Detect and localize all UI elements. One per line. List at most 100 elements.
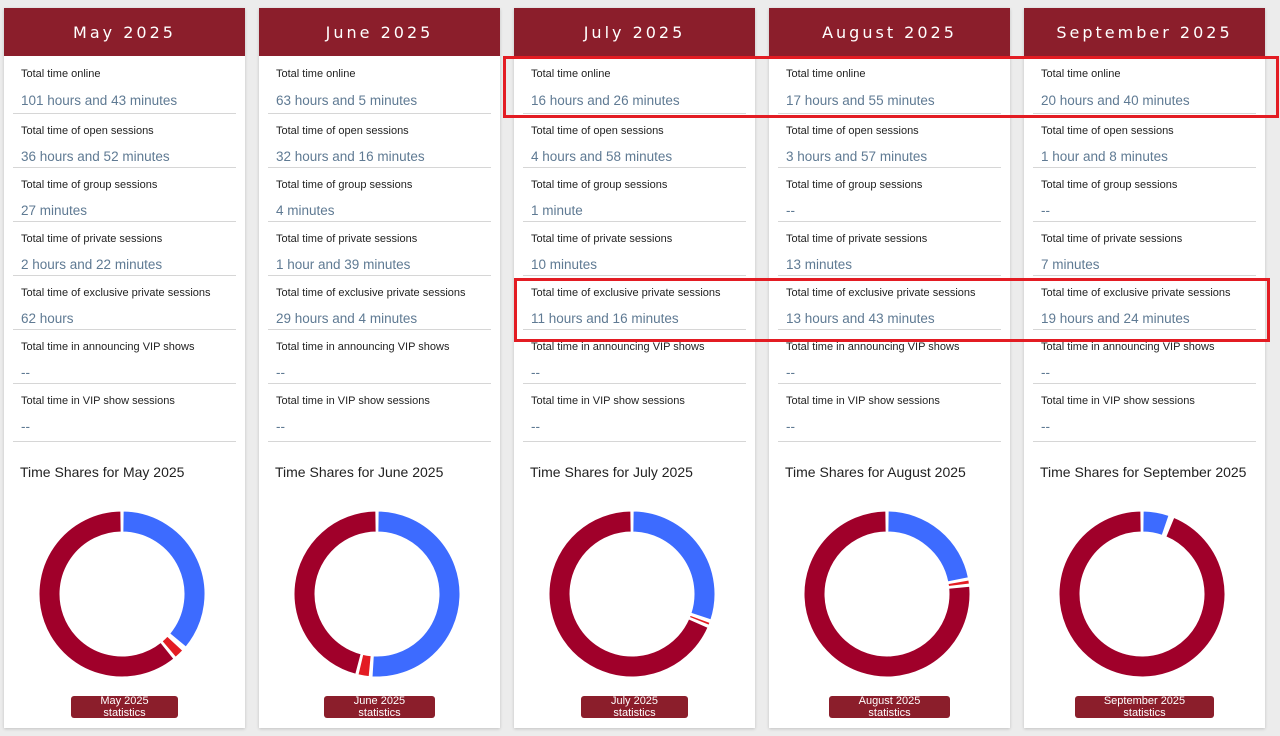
donut-slice-open-sessions[interactable] xyxy=(122,510,206,648)
stat-value: -- xyxy=(276,419,285,434)
donut-slice-exclusive-private-sessions[interactable] xyxy=(803,510,971,678)
donut-slice-exclusive-private-sessions[interactable] xyxy=(548,510,709,678)
time-shares-donut-chart xyxy=(38,510,206,678)
stat-row-open: Total time of open sessions 32 hours and … xyxy=(268,114,491,168)
stat-value: -- xyxy=(276,365,285,380)
stats-list: Total time online 101 hours and 43 minute… xyxy=(13,56,236,442)
stat-value: 101 hours and 43 minutes xyxy=(21,93,178,108)
month-statistics-button[interactable]: August 2025 statistics xyxy=(829,695,950,719)
donut-slice-private-sessions[interactable] xyxy=(357,653,372,678)
stat-label: Total time of group sessions xyxy=(786,179,923,191)
month-card: June 2025 Total time online 63 hours and 5… xyxy=(259,8,500,728)
donut-slice-exclusive-private-sessions[interactable] xyxy=(1058,510,1226,678)
stat-label: Total time online xyxy=(276,68,356,80)
donut-slice-open-sessions[interactable] xyxy=(1142,510,1170,536)
chart-title: Time Shares for July 2025 xyxy=(530,464,693,480)
stat-value: -- xyxy=(1041,365,1050,380)
month-statistics-button[interactable]: May 2025 statistics xyxy=(71,695,178,719)
stat-label: Total time of open sessions xyxy=(786,125,919,137)
time-shares-donut-chart xyxy=(803,510,971,678)
stat-label: Total time online xyxy=(1041,68,1121,80)
month-card: August 2025 Total time online 17 hours and… xyxy=(769,8,1010,728)
donut-slice-exclusive-private-sessions[interactable] xyxy=(293,510,377,675)
donut-slice-exclusive-private-sessions[interactable] xyxy=(38,510,175,678)
stat-label: Total time in VIP show sessions xyxy=(1041,395,1195,407)
stat-value: 2 hours and 22 minutes xyxy=(21,257,163,272)
stat-label: Total time of private sessions xyxy=(21,233,163,245)
stat-row-group: Total time of group sessions 4 minutes xyxy=(268,168,491,222)
stat-value: 1 minute xyxy=(531,203,583,218)
month-statistics-button[interactable]: June 2025 statistics xyxy=(324,695,435,719)
stat-label: Total time online xyxy=(21,68,101,80)
stat-value: 10 minutes xyxy=(531,257,598,272)
stat-row-group: Total time of group sessions -- xyxy=(1033,168,1256,222)
stat-value: 1 hour and 39 minutes xyxy=(276,257,411,272)
stat-row-total-online: Total time online 63 hours and 5 minutes xyxy=(268,56,491,114)
month-header: July 2025 xyxy=(514,8,755,56)
stat-value: 13 hours and 43 minutes xyxy=(786,311,935,326)
donut-slice-private-sessions[interactable] xyxy=(1163,515,1173,537)
stat-value: 27 minutes xyxy=(21,203,88,218)
month-card: July 2025 Total time online 16 hours and 2… xyxy=(514,8,755,728)
stat-label: Total time of private sessions xyxy=(276,233,418,245)
stat-label: Total time of private sessions xyxy=(531,233,673,245)
stat-label: Total time of exclusive private sessions xyxy=(276,287,466,299)
month-statistics-button[interactable]: September 2025 statistics xyxy=(1075,695,1214,719)
stat-row-announcing-vip: Total time in announcing VIP shows -- xyxy=(778,330,1001,384)
time-shares-donut-chart xyxy=(548,510,716,678)
stat-row-total-online: Total time online 101 hours and 43 minute… xyxy=(13,56,236,114)
stat-value: -- xyxy=(786,365,795,380)
stat-label: Total time of private sessions xyxy=(1041,233,1183,245)
stat-row-private: Total time of private sessions 10 minutes xyxy=(523,222,746,276)
donut-slice-group-sessions[interactable] xyxy=(168,634,185,650)
stat-row-vip-show: Total time in VIP show sessions -- xyxy=(1033,384,1256,442)
stat-label: Total time of open sessions xyxy=(531,125,664,137)
donut-slice-private-sessions[interactable] xyxy=(688,614,711,626)
stat-row-exclusive: Total time of exclusive private sessions… xyxy=(523,276,746,330)
stats-list: Total time online 20 hours and 40 minutes… xyxy=(1033,56,1256,442)
stat-label: Total time in announcing VIP shows xyxy=(531,341,705,353)
stat-row-group: Total time of group sessions -- xyxy=(778,168,1001,222)
stat-row-exclusive: Total time of exclusive private sessions… xyxy=(268,276,491,330)
stat-label: Total time in VIP show sessions xyxy=(21,395,175,407)
stat-label: Total time of exclusive private sessions xyxy=(1041,287,1231,299)
stat-row-open: Total time of open sessions 36 hours and … xyxy=(13,114,236,168)
time-shares-donut-chart xyxy=(1058,510,1226,678)
stat-row-private: Total time of private sessions 2 hours an… xyxy=(13,222,236,276)
stat-row-private: Total time of private sessions 13 minutes xyxy=(778,222,1001,276)
stat-label: Total time of group sessions xyxy=(276,179,413,191)
stats-list: Total time online 63 hours and 5 minutes T… xyxy=(268,56,491,442)
stat-label: Total time of exclusive private sessions xyxy=(531,287,721,299)
stat-row-open: Total time of open sessions 1 hour and 8 … xyxy=(1033,114,1256,168)
stat-label: Total time of open sessions xyxy=(1041,125,1174,137)
stat-value: 29 hours and 4 minutes xyxy=(276,311,418,326)
stat-row-private: Total time of private sessions 1 hour and… xyxy=(268,222,491,276)
stat-row-exclusive: Total time of exclusive private sessions… xyxy=(1033,276,1256,330)
donut-slice-private-sessions[interactable] xyxy=(161,635,184,659)
stat-value: 19 hours and 24 minutes xyxy=(1041,311,1190,326)
donut-slice-private-sessions[interactable] xyxy=(947,579,970,588)
stat-row-group: Total time of group sessions 1 minute xyxy=(523,168,746,222)
month-header: June 2025 xyxy=(259,8,500,56)
stat-label: Total time of open sessions xyxy=(21,125,154,137)
stat-label: Total time of group sessions xyxy=(21,179,158,191)
stat-value: 20 hours and 40 minutes xyxy=(1041,93,1190,108)
stat-row-announcing-vip: Total time in announcing VIP shows -- xyxy=(1033,330,1256,384)
month-card: May 2025 Total time online 101 hours and 4… xyxy=(4,8,245,728)
time-shares-donut-chart xyxy=(293,510,461,678)
stat-label: Total time in announcing VIP shows xyxy=(276,341,450,353)
donut-slice-open-sessions[interactable] xyxy=(632,510,716,621)
donut-slice-open-sessions[interactable] xyxy=(371,510,461,678)
donut-slice-open-sessions[interactable] xyxy=(887,510,969,583)
stat-value: 36 hours and 52 minutes xyxy=(21,149,170,164)
stat-value: 63 hours and 5 minutes xyxy=(276,93,418,108)
stat-row-vip-show: Total time in VIP show sessions -- xyxy=(13,384,236,442)
stat-value: -- xyxy=(21,365,30,380)
stat-label: Total time in announcing VIP shows xyxy=(786,341,960,353)
stat-label: Total time in announcing VIP shows xyxy=(21,341,195,353)
stat-row-open: Total time of open sessions 4 hours and 5… xyxy=(523,114,746,168)
stat-value: 4 minutes xyxy=(276,203,335,218)
stat-label: Total time in VIP show sessions xyxy=(786,395,940,407)
stat-row-private: Total time of private sessions 7 minutes xyxy=(1033,222,1256,276)
month-statistics-button[interactable]: July 2025 statistics xyxy=(581,695,688,719)
